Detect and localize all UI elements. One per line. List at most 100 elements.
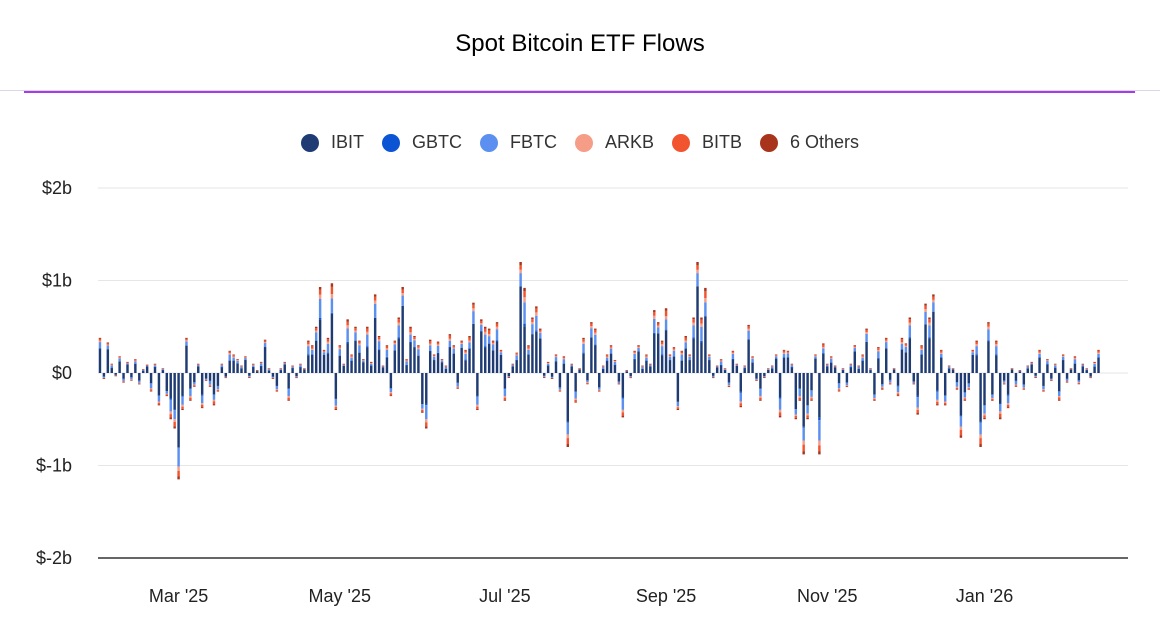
bar-segment xyxy=(967,383,970,384)
bar-segment xyxy=(987,323,990,327)
bar-segment xyxy=(971,351,974,353)
bar-segment xyxy=(629,377,632,379)
bar-segment xyxy=(613,364,617,373)
bar-segment xyxy=(535,331,538,373)
bar-segment xyxy=(613,360,617,362)
bar-segment xyxy=(295,376,298,378)
bar-segment xyxy=(739,403,742,406)
bar-segment xyxy=(228,353,231,355)
bar-segment xyxy=(468,340,471,343)
bar-segment xyxy=(688,356,691,361)
bar-segment xyxy=(452,345,455,347)
legend-label: 6 Others xyxy=(790,132,860,152)
legend-item[interactable]: FBTC xyxy=(479,132,557,153)
legend-item[interactable]: IBIT xyxy=(300,132,364,153)
bar-segment xyxy=(381,367,385,373)
bar-segment xyxy=(853,345,856,347)
bar-segment xyxy=(625,370,628,371)
bar-segment xyxy=(185,337,188,339)
bar-segment xyxy=(279,368,283,369)
bar-segment xyxy=(700,342,703,373)
bar-segment xyxy=(633,359,636,373)
bar-segment xyxy=(1030,362,1033,364)
bar-segment xyxy=(904,346,908,353)
bar-segment xyxy=(692,338,695,373)
bar-segment xyxy=(908,319,912,323)
bar-segment xyxy=(389,395,393,397)
bar-segment xyxy=(837,383,841,389)
bar-segment xyxy=(1081,363,1085,365)
bar-segment xyxy=(334,407,338,409)
bar-segment xyxy=(916,395,919,398)
bar-segment xyxy=(1061,360,1065,373)
bar-segment xyxy=(806,405,809,414)
bar-segment xyxy=(401,305,404,373)
bar-segment xyxy=(688,355,691,357)
bar-segment xyxy=(904,345,908,347)
bar-segment xyxy=(523,291,526,298)
bar-segment xyxy=(236,360,239,361)
bar-segment xyxy=(672,347,676,350)
bar-segment xyxy=(267,368,271,370)
bar-segment xyxy=(153,363,157,365)
bar-segment xyxy=(311,348,314,350)
bar-segment xyxy=(307,355,310,373)
bar-segment xyxy=(291,368,294,369)
legend-item[interactable]: 6 Others xyxy=(760,132,859,153)
bar-segment xyxy=(460,343,463,348)
bar-segment xyxy=(1038,357,1041,373)
bar-segment xyxy=(393,341,397,344)
legend-item[interactable]: BITB xyxy=(672,132,742,153)
bar-segment xyxy=(845,373,849,383)
bar-segment xyxy=(888,380,892,383)
bar-segment xyxy=(440,359,444,360)
bar-segment xyxy=(696,269,699,274)
bar-segment xyxy=(869,368,872,369)
legend-item[interactable]: GBTC xyxy=(381,132,462,153)
bar-segment xyxy=(385,345,389,347)
bar-segment xyxy=(413,347,416,373)
bar-segment xyxy=(971,354,974,373)
bar-segment xyxy=(185,345,188,373)
bar-segment xyxy=(448,347,452,373)
bar-segment xyxy=(881,387,884,389)
bar-segment xyxy=(338,355,341,373)
bar-segment xyxy=(428,341,432,344)
bar-segment xyxy=(370,363,373,364)
bar-segment xyxy=(582,337,585,340)
bar-segment xyxy=(594,329,597,333)
bar-segment xyxy=(613,364,617,366)
bar-segment xyxy=(1081,364,1085,366)
bar-segment xyxy=(633,353,636,359)
bar-segment xyxy=(244,357,247,359)
bar-segment xyxy=(1042,385,1045,390)
bar-segment xyxy=(621,398,625,410)
bar-segment xyxy=(979,434,982,439)
bar-segment xyxy=(845,385,849,386)
bar-segment xyxy=(484,326,487,329)
bar-segment xyxy=(979,421,982,423)
bar-segment xyxy=(252,364,255,366)
bar-segment xyxy=(814,354,817,356)
bar-segment xyxy=(468,337,471,341)
bar-segment xyxy=(1050,378,1053,380)
bar-segment xyxy=(98,340,102,343)
bar-segment xyxy=(873,394,876,398)
bar-segment xyxy=(200,403,204,405)
bar-segment xyxy=(189,399,192,401)
bar-segment xyxy=(822,346,825,349)
bar-segment xyxy=(401,293,404,296)
bar-segment xyxy=(704,316,707,373)
bar-segment xyxy=(307,346,310,355)
bar-segment xyxy=(908,337,912,339)
bar-segment xyxy=(236,359,239,360)
bar-segment xyxy=(712,375,715,377)
bar-segment xyxy=(963,398,967,400)
bar-segment xyxy=(660,346,664,355)
legend-item[interactable]: ARKB xyxy=(574,132,654,153)
bar-segment xyxy=(468,342,471,349)
bar-segment xyxy=(885,337,888,339)
bar-segment xyxy=(173,410,176,420)
bar-segment xyxy=(715,365,719,367)
bar-segment xyxy=(216,390,220,391)
